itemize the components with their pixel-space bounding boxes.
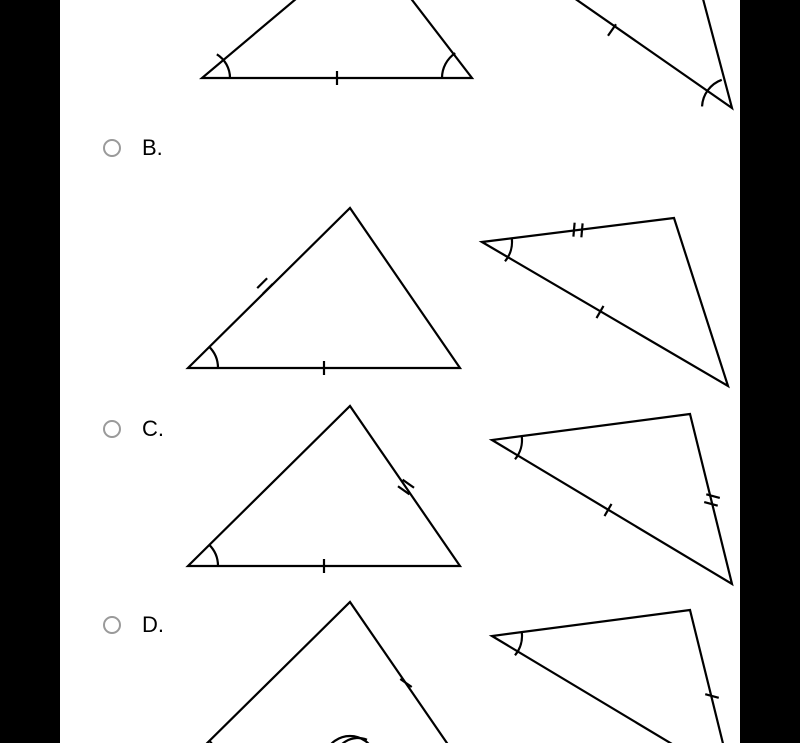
radio-c[interactable] [103,420,121,438]
content-area: B. C. D. [60,0,740,743]
radio-b[interactable] [103,139,121,157]
page: B. C. D. [0,0,800,743]
option-label-b: B. [142,135,163,161]
option-label-d: D. [142,612,164,638]
option-label-c: C. [142,416,164,442]
radio-d[interactable] [103,616,121,634]
d-angle-arcs [334,738,708,743]
